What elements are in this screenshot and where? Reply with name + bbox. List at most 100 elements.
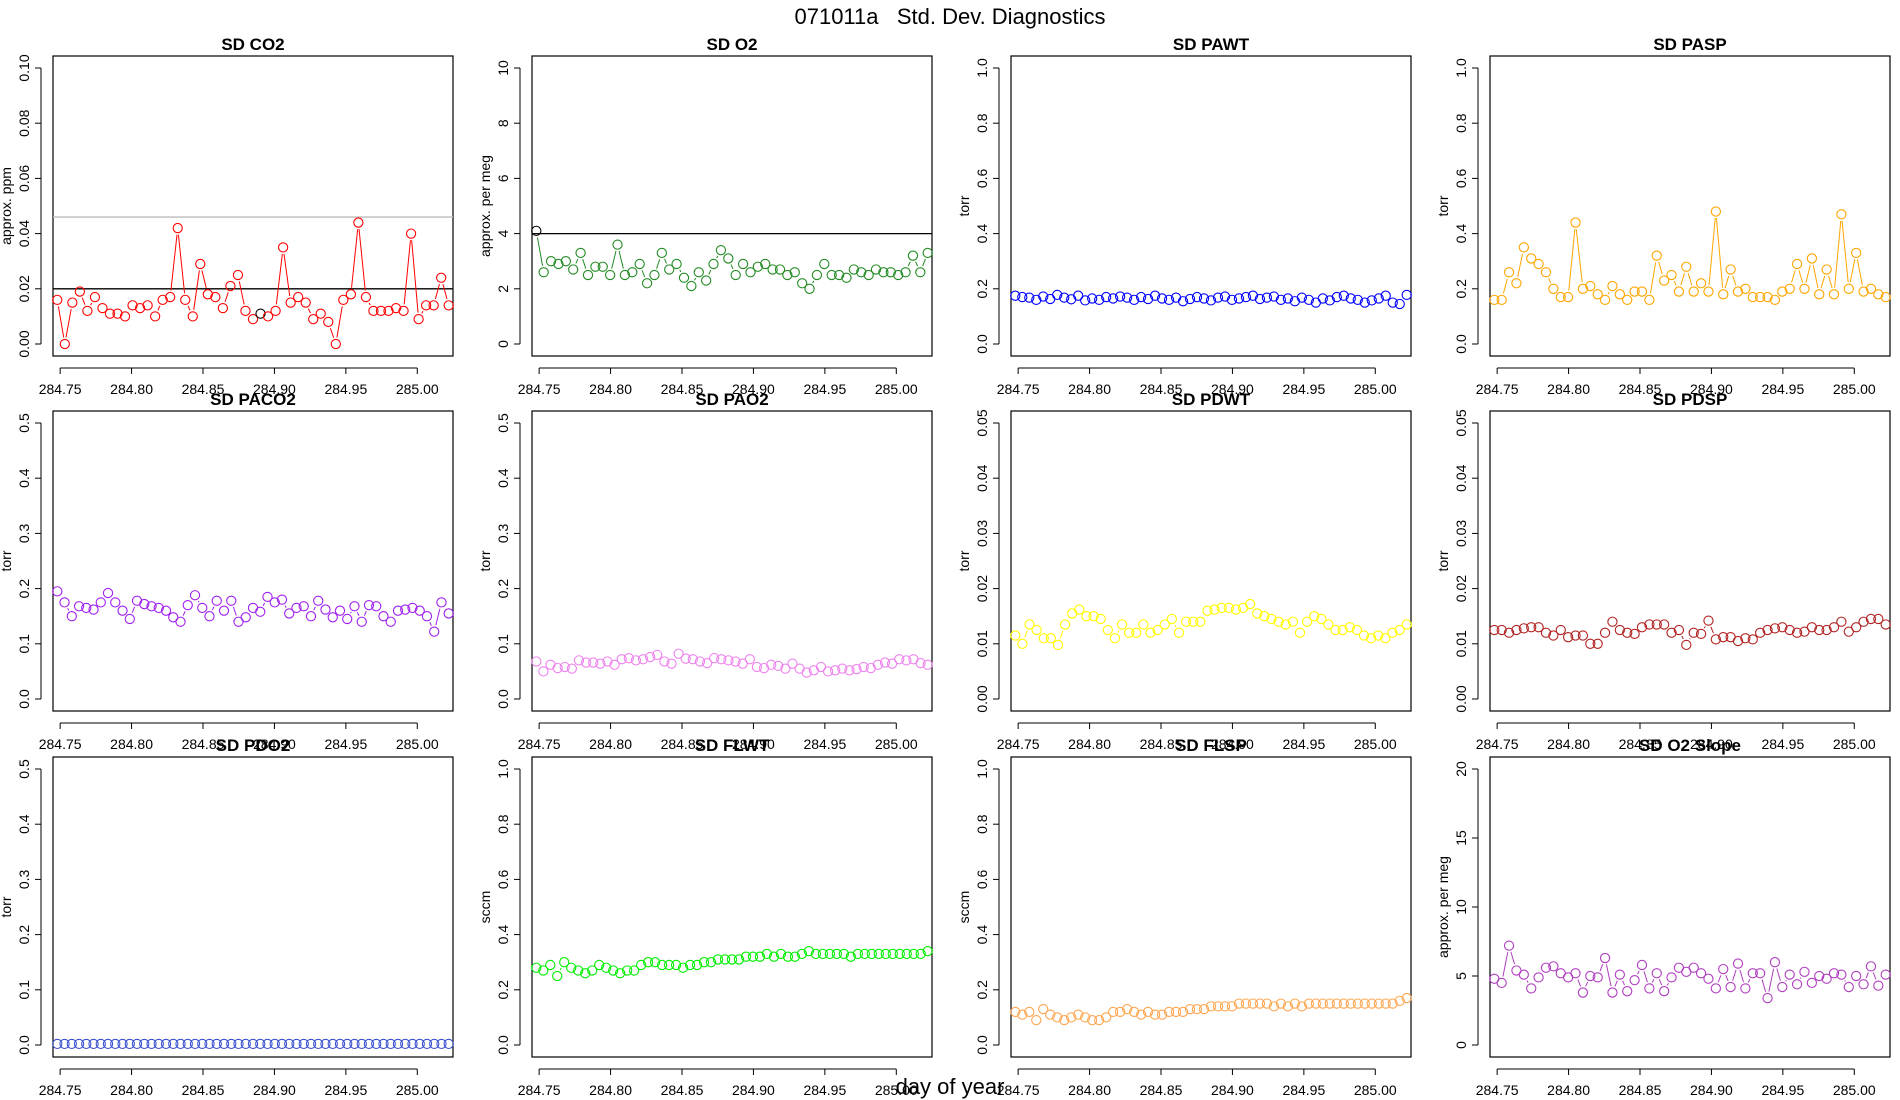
data-point xyxy=(1592,638,1603,649)
data-point xyxy=(276,594,288,605)
data-point xyxy=(559,957,570,968)
data-point xyxy=(691,959,703,971)
series-segment xyxy=(1666,982,1669,986)
data-point xyxy=(1548,283,1559,294)
data-point xyxy=(1570,630,1581,641)
data-point xyxy=(1166,613,1178,625)
data-point xyxy=(1184,293,1196,305)
data-point xyxy=(1010,630,1021,641)
data-point xyxy=(277,242,289,253)
series-segment xyxy=(922,258,926,267)
data-point xyxy=(1777,286,1788,297)
data-point xyxy=(1673,624,1685,636)
data-point xyxy=(1303,294,1315,305)
x-tick-label: 284.75 xyxy=(39,381,82,397)
data-point xyxy=(202,289,213,300)
data-point xyxy=(1651,968,1662,979)
data-point xyxy=(1688,286,1699,297)
data-point xyxy=(255,606,266,617)
data-point xyxy=(338,294,349,305)
data-point xyxy=(1651,250,1662,261)
data-point xyxy=(1373,998,1384,1009)
x-tick-label: 284.85 xyxy=(1140,736,1183,752)
y-tick-label: 0 xyxy=(1453,1041,1469,1049)
x-tick-label: 285.00 xyxy=(396,381,439,397)
data-point xyxy=(1489,294,1500,305)
data-point xyxy=(110,597,121,608)
data-point xyxy=(1873,980,1884,991)
data-point xyxy=(773,660,784,672)
series-segment xyxy=(1732,969,1737,981)
data-point xyxy=(745,267,756,278)
data-point xyxy=(82,305,93,317)
data-point xyxy=(81,1038,92,1050)
x-tick-label: 284.75 xyxy=(518,1082,561,1098)
data-point xyxy=(1644,294,1655,305)
data-point xyxy=(531,656,542,667)
y-tick-label: 0 xyxy=(495,340,511,348)
data-point xyxy=(1821,973,1832,984)
data-point xyxy=(1233,998,1245,1009)
series-segment xyxy=(1585,981,1589,987)
x-tick-label: 284.85 xyxy=(1619,736,1662,752)
y-tick-label: 20 xyxy=(1453,761,1469,777)
data-point xyxy=(305,611,317,622)
y-tick-label: 0.03 xyxy=(974,520,990,547)
data-point xyxy=(1216,602,1227,614)
series-segment xyxy=(1776,968,1781,981)
data-point xyxy=(894,948,905,960)
data-point xyxy=(52,1038,63,1050)
x-tick-label: 285.00 xyxy=(875,736,918,752)
data-point xyxy=(1762,291,1773,303)
series-segment xyxy=(368,302,371,306)
data-point xyxy=(1533,258,1544,270)
x-tick-label: 284.85 xyxy=(661,381,704,397)
data-point xyxy=(1095,613,1106,625)
data-point xyxy=(1317,293,1328,304)
data-point xyxy=(1526,983,1537,994)
y-tick-label: 0.4 xyxy=(495,468,511,488)
data-point xyxy=(1718,963,1729,975)
data-point xyxy=(1275,998,1287,1009)
data-point xyxy=(443,608,454,619)
data-point xyxy=(595,658,606,669)
data-point xyxy=(197,1038,208,1050)
data-point xyxy=(383,305,394,317)
data-point xyxy=(1202,605,1213,616)
data-point xyxy=(719,954,731,965)
data-point xyxy=(634,258,645,270)
series-segment xyxy=(1651,978,1655,983)
data-point xyxy=(313,1038,324,1050)
data-point xyxy=(1142,1006,1154,1018)
data-point xyxy=(1659,619,1670,630)
data-point xyxy=(1629,286,1640,297)
data-point xyxy=(1387,627,1398,638)
data-point xyxy=(1599,952,1611,964)
y-tick-label: 0.2 xyxy=(495,980,511,1000)
y-axis-label: torr xyxy=(1435,550,1451,571)
data-point xyxy=(1205,1001,1217,1012)
data-point xyxy=(1066,1012,1077,1023)
data-point xyxy=(413,314,424,325)
data-point xyxy=(1851,622,1862,633)
y-tick-label: 0.2 xyxy=(16,579,32,599)
data-point xyxy=(872,659,884,670)
y-tick-label: 2 xyxy=(495,285,511,293)
data-point xyxy=(1254,293,1266,305)
y-tick-label: 0.2 xyxy=(974,980,990,1000)
data-point xyxy=(1345,293,1356,304)
data-point xyxy=(787,658,798,669)
x-tick-label: 284.90 xyxy=(732,1082,775,1098)
data-point xyxy=(1331,998,1342,1009)
data-point xyxy=(262,311,274,322)
y-tick-label: 1.0 xyxy=(495,759,511,779)
data-point xyxy=(172,222,183,234)
data-point xyxy=(124,613,135,625)
data-point xyxy=(627,267,638,278)
data-point xyxy=(407,1038,418,1050)
data-point xyxy=(789,951,801,962)
x-tick-label: 284.90 xyxy=(1211,381,1254,397)
data-point xyxy=(1024,292,1035,303)
x-tick-label: 284.95 xyxy=(803,1082,846,1098)
data-point xyxy=(204,611,215,622)
